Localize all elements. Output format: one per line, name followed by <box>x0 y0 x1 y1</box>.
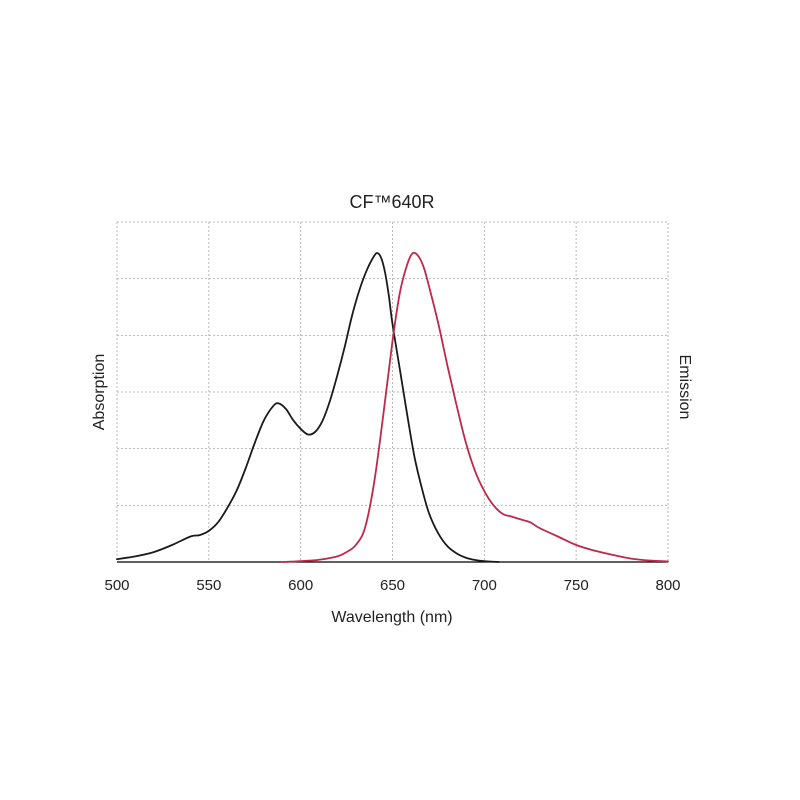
x-tick-label: 500 <box>104 577 129 594</box>
x-tick-label: 750 <box>564 577 589 594</box>
series-lines <box>116 251 669 563</box>
x-tick-label: 650 <box>380 577 405 594</box>
grid <box>117 222 668 562</box>
emission-curve <box>281 251 669 563</box>
x-tick-label: 600 <box>288 577 313 594</box>
plot-area-frame <box>116 221 669 563</box>
y-axis-label-left: Absorption <box>91 354 108 431</box>
x-tick-label: 550 <box>196 577 221 594</box>
x-axis-label: Wavelength (nm) <box>331 609 452 626</box>
x-tick-labels: 500 550 600 650 700 750 800 <box>104 577 680 594</box>
x-tick-label: 800 <box>655 577 680 594</box>
y-axis-label-right: Emission <box>676 355 693 420</box>
x-tick-label: 700 <box>472 577 497 594</box>
absorption-curve <box>116 252 500 563</box>
chart-title: CF™640R <box>349 192 434 212</box>
